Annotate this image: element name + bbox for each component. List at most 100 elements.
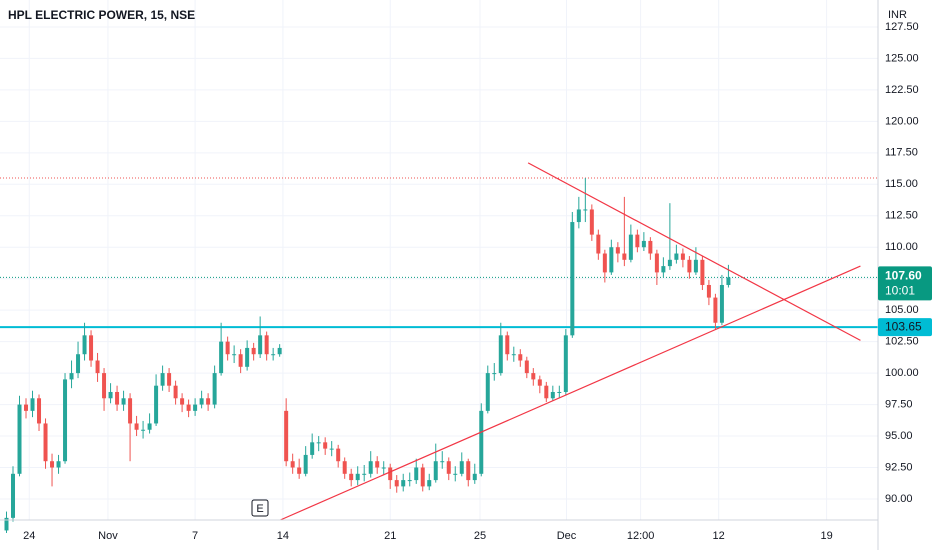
candle-body <box>674 253 679 260</box>
candle-body <box>726 277 731 285</box>
candle-body <box>17 404 22 474</box>
candle-body <box>667 259 672 267</box>
candle-body <box>433 461 438 481</box>
candle-body <box>596 234 601 254</box>
candle-body <box>511 354 516 356</box>
x-tick-label: 19 <box>820 530 832 542</box>
candle-body <box>505 335 510 355</box>
x-tick-label: 25 <box>474 530 486 542</box>
x-tick-label: 21 <box>384 530 396 542</box>
candle-body <box>719 284 724 323</box>
candle-body <box>576 209 581 223</box>
candle-body <box>147 423 152 430</box>
trendline <box>280 265 861 521</box>
candle-body <box>277 347 282 355</box>
candle-body <box>134 423 139 430</box>
candle-body <box>24 404 29 411</box>
candle-body <box>446 461 451 474</box>
candle-body <box>193 404 198 411</box>
candle-body <box>440 461 445 463</box>
candle-body <box>479 410 484 474</box>
y-tick-label: 120.00 <box>885 115 919 127</box>
candle-body <box>583 209 588 211</box>
candle-body <box>69 373 74 380</box>
candle-body <box>212 373 217 405</box>
candle-body <box>297 467 302 474</box>
level-label: 103.65 <box>885 319 922 333</box>
y-tick-label: 97.50 <box>885 398 913 410</box>
candle-body <box>141 429 146 431</box>
candle-body <box>258 335 263 355</box>
plot <box>0 162 878 533</box>
candle-body <box>11 473 16 518</box>
candle-body <box>602 253 607 273</box>
candle-body <box>706 284 711 298</box>
x-tick-label: 12:00 <box>627 530 655 542</box>
price-label: 107.60 <box>885 269 922 283</box>
x-tick-label: 24 <box>23 530 35 542</box>
candle-body <box>284 410 289 462</box>
x-tick-label: 12 <box>713 530 725 542</box>
candle-body <box>199 398 204 405</box>
candle-body <box>388 467 393 481</box>
candle-body <box>459 461 464 474</box>
candle-body <box>173 385 178 399</box>
candle-body <box>290 461 295 468</box>
candle-body <box>108 391 113 399</box>
candle-body <box>713 297 718 323</box>
candle-body <box>524 360 529 374</box>
candle-body <box>76 354 81 374</box>
candle-body <box>329 448 334 450</box>
candle-body <box>420 467 425 487</box>
y-tick-label: 125.00 <box>885 52 919 64</box>
candle-body <box>427 480 432 487</box>
x-tick-label: Dec <box>557 530 577 542</box>
countdown-label: 10:01 <box>885 284 915 298</box>
candle-body <box>375 461 380 468</box>
candle-body <box>537 379 542 386</box>
y-tick-label: 117.50 <box>885 147 918 159</box>
candle-body <box>381 467 386 469</box>
candle-body <box>635 234 640 248</box>
y-tick-label: 122.50 <box>885 84 919 96</box>
candle-body <box>544 385 549 399</box>
candle-body <box>661 266 666 273</box>
candle-body <box>453 473 458 475</box>
candle-body <box>102 373 107 399</box>
candle-body <box>570 222 575 336</box>
candle-body <box>63 379 68 462</box>
y-tick-label: 115.00 <box>885 178 918 190</box>
y-tick-label: 110.00 <box>885 241 918 253</box>
x-tick-label: 14 <box>277 530 289 542</box>
candle-body <box>589 209 594 235</box>
y-tick-label: 105.00 <box>885 304 919 316</box>
candle-body <box>245 347 250 367</box>
candle-body <box>407 480 412 482</box>
x-tick-label: Nov <box>98 530 118 542</box>
level-label-box <box>878 318 932 337</box>
candle-body <box>485 373 490 411</box>
candle-body <box>128 398 133 424</box>
event-marker: E <box>256 503 263 515</box>
candle-body <box>238 354 243 367</box>
y-tick-label: 102.50 <box>885 336 919 348</box>
event-marker-box <box>251 499 269 517</box>
candle-body <box>550 391 555 399</box>
candle-body <box>641 240 646 248</box>
candle-body <box>167 373 172 386</box>
candle-body <box>186 404 191 411</box>
y-tick-label: 95.00 <box>885 430 913 442</box>
candle-body <box>316 442 321 444</box>
axes: 90.00 92.50 95.00 97.50 100.00 102.50 105.00 10… <box>23 21 932 542</box>
y-tick-label: 90.00 <box>885 493 913 505</box>
candle-body <box>680 253 685 260</box>
candle-body <box>180 398 185 405</box>
candle-body <box>700 259 705 285</box>
candle-body <box>368 461 373 474</box>
currency: INR <box>888 9 907 21</box>
candle-body <box>648 240 653 254</box>
candle-body <box>271 354 276 356</box>
candle-body <box>160 373 165 386</box>
candle-body <box>303 454 308 474</box>
